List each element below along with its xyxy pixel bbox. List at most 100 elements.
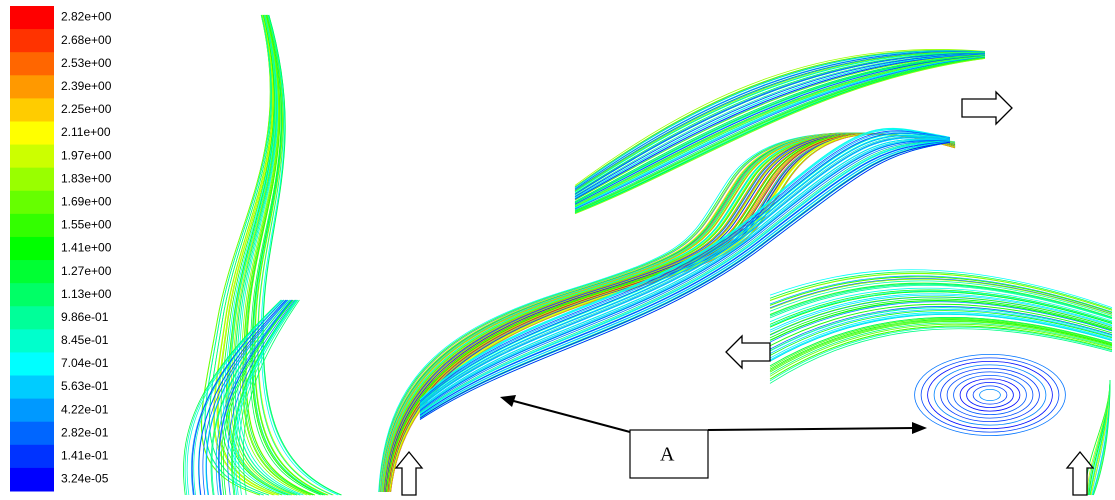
streamline: [574, 56, 986, 207]
legend-label: 2.68e+00: [61, 33, 112, 47]
streamline: [184, 299, 282, 496]
legend-label: 3.24e-05: [61, 472, 109, 486]
streamline: [769, 291, 1113, 328]
streamline: [240, 14, 308, 496]
streamline: [769, 323, 1113, 377]
vortex: [946, 371, 1034, 419]
streamline: [769, 289, 1113, 325]
streamline: [574, 53, 986, 198]
streamline: [251, 14, 324, 496]
legend-label: 2.82e+00: [61, 10, 112, 24]
streamline: [198, 299, 287, 496]
streamline: [769, 290, 1113, 327]
legend-label: 7.04e-01: [61, 356, 109, 370]
streamline: [574, 54, 986, 200]
streamline: [769, 272, 1113, 311]
streamline: [419, 137, 951, 408]
streamline: [186, 299, 283, 496]
legend-swatch: [10, 75, 54, 99]
streamline: [769, 278, 1113, 315]
streamline: [769, 311, 1113, 359]
streamline: [769, 308, 1113, 355]
streamline: [232, 14, 297, 496]
streamline: [183, 299, 282, 496]
streamline: [419, 134, 951, 406]
streamline: [223, 299, 294, 496]
streamline: [419, 141, 951, 419]
streamline: [419, 139, 951, 411]
streamline: [419, 132, 951, 404]
annotation-arrows: [500, 395, 927, 434]
streamline: [218, 299, 293, 496]
arrowhead: [912, 422, 927, 434]
legend-swatch: [10, 329, 54, 353]
legend-label: 2.11e+00: [61, 125, 111, 139]
vortex: [914, 353, 1066, 436]
streamline: [419, 141, 951, 418]
legend-label: 1.83e+00: [61, 171, 112, 185]
legend-label: 4.22e-01: [61, 402, 109, 416]
legend-label: 1.97e+00: [61, 148, 112, 162]
legend-label: 1.41e-01: [61, 449, 109, 463]
streamline: [574, 51, 986, 192]
streamline: [769, 283, 1113, 319]
streamline: [235, 299, 298, 496]
streamline: [419, 138, 951, 409]
streamline: [419, 130, 951, 402]
streamline: [769, 322, 1113, 375]
legend-swatch: [10, 167, 54, 192]
streamline: [769, 275, 1113, 313]
streamline: [769, 321, 1113, 373]
legend-swatch: [10, 444, 54, 469]
streamline: [215, 299, 292, 496]
streamline: [210, 299, 290, 496]
streamline: [419, 129, 951, 401]
streamline: [235, 14, 301, 496]
inlet-arrow: [394, 450, 424, 496]
streamline: [574, 55, 986, 206]
streamline: [769, 269, 1113, 308]
outlet-arrow: [725, 334, 771, 370]
vortex: [927, 360, 1053, 429]
streamline: [419, 131, 951, 403]
streamline: [769, 298, 1113, 339]
streamline: [237, 14, 304, 496]
legend-swatch: [10, 283, 54, 307]
streamline: [419, 141, 951, 419]
streamline: [238, 299, 299, 496]
streamline: [419, 140, 951, 414]
legend-swatch: [10, 52, 54, 76]
legend-label: 1.69e+00: [61, 194, 112, 208]
streamline: [769, 307, 1113, 352]
streamline: [769, 318, 1113, 368]
streamline: [769, 296, 1113, 336]
streamline: [574, 57, 986, 213]
streamline: [769, 310, 1113, 356]
legend-label: 2.53e+00: [61, 56, 112, 70]
annotation-label: A: [660, 444, 675, 466]
streamline: [574, 50, 986, 188]
streamline: [769, 293, 1113, 331]
legend-label: 5.63e-01: [61, 379, 109, 393]
streamline: [230, 14, 295, 496]
legend-swatch: [10, 213, 54, 238]
streamline: [227, 14, 291, 496]
streamline: [419, 133, 951, 404]
arrowhead: [500, 395, 516, 407]
streamline: [769, 325, 1113, 380]
streamline: [769, 300, 1113, 341]
legend-swatch: [10, 29, 54, 53]
streamline: [769, 301, 1113, 343]
streamline: [769, 306, 1113, 350]
streamline: [419, 128, 951, 401]
streamline: [769, 326, 1113, 382]
vortex: [940, 367, 1040, 422]
streamline: [221, 299, 293, 496]
streamline: [419, 136, 951, 407]
streamline: [574, 56, 986, 210]
streamline: [254, 14, 329, 496]
streamline: [769, 294, 1113, 333]
streamline: [232, 299, 297, 496]
streamline: [225, 14, 289, 496]
streamline: [769, 276, 1113, 313]
